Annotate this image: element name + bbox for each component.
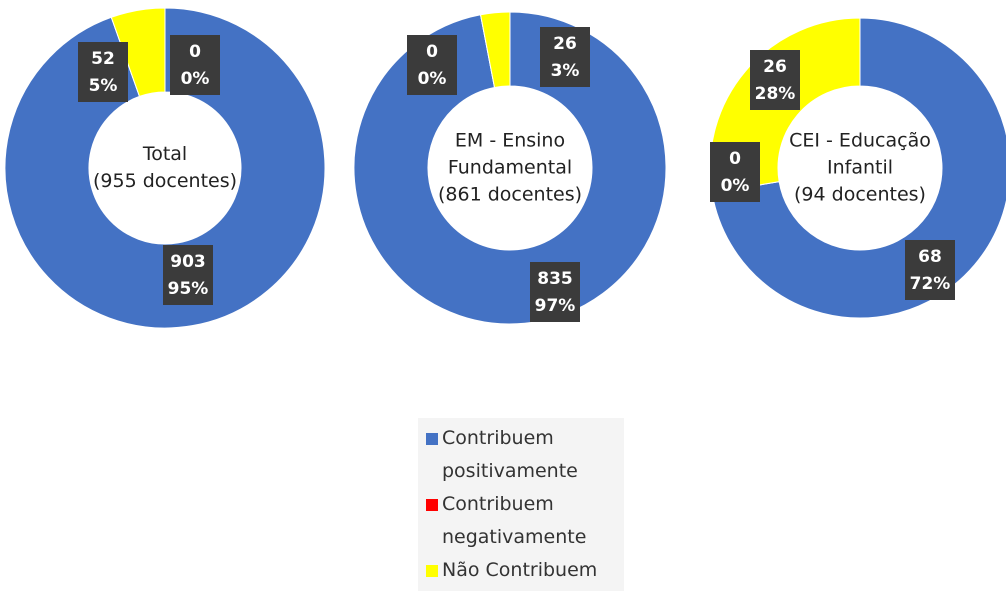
center-label: Fundamental (448, 157, 572, 179)
label-box (530, 262, 580, 322)
value-label: 52 (91, 49, 115, 69)
percent-label: 3% (551, 61, 580, 81)
legend-label: Contribuem positivamente (442, 427, 578, 482)
percent-label: 0% (418, 69, 447, 89)
label-box (78, 42, 128, 102)
value-label: 903 (170, 252, 206, 272)
percent-label: 72% (910, 274, 951, 294)
value-label: 0 (189, 42, 201, 62)
percent-label: 97% (535, 296, 576, 316)
donut-slice (110, 7, 166, 98)
value-label: 835 (537, 269, 573, 289)
value-label: 26 (553, 34, 577, 54)
legend-swatch (426, 433, 438, 445)
label-box (163, 245, 213, 305)
center-label: Total (142, 143, 187, 165)
percent-label: 0% (181, 69, 210, 89)
donut-slice (479, 11, 511, 89)
center-label: Infantil (827, 157, 893, 179)
percent-label: 28% (755, 84, 796, 104)
legend-item: Não Contribuem (426, 554, 616, 587)
center-label: (861 docentes) (438, 184, 582, 206)
center-label: CEI - Educação (789, 130, 931, 152)
percent-label: 0% (721, 176, 750, 196)
label-box (407, 35, 457, 95)
legend-label: Não Contribuem (442, 559, 598, 581)
legend-item: Contribuem positivamente (426, 422, 616, 488)
center-label: (955 docentes) (93, 170, 237, 192)
legend: Contribuem positivamente Contribuem negat… (418, 418, 624, 591)
label-box (170, 35, 220, 95)
center-label: EM - Ensino (455, 130, 565, 152)
percent-label: 5% (89, 76, 118, 96)
legend-swatch (426, 565, 438, 577)
label-box (540, 27, 590, 87)
percent-label: 95% (168, 279, 209, 299)
legend-label: Contribuem negativamente (442, 493, 587, 548)
label-box (905, 240, 955, 300)
legend-item: Contribuem negativamente (426, 488, 616, 554)
value-label: 68 (918, 247, 942, 267)
value-label: 0 (729, 149, 741, 169)
value-label: 0 (426, 42, 438, 62)
label-box (710, 142, 760, 202)
value-label: 26 (763, 57, 787, 77)
legend-swatch (426, 499, 438, 511)
label-box (750, 50, 800, 110)
center-label: (94 docentes) (794, 184, 926, 206)
charts: 903 95% 0 0% 52 5% Total (955 docentes) 835 97% 0 0… (4, 7, 1006, 329)
